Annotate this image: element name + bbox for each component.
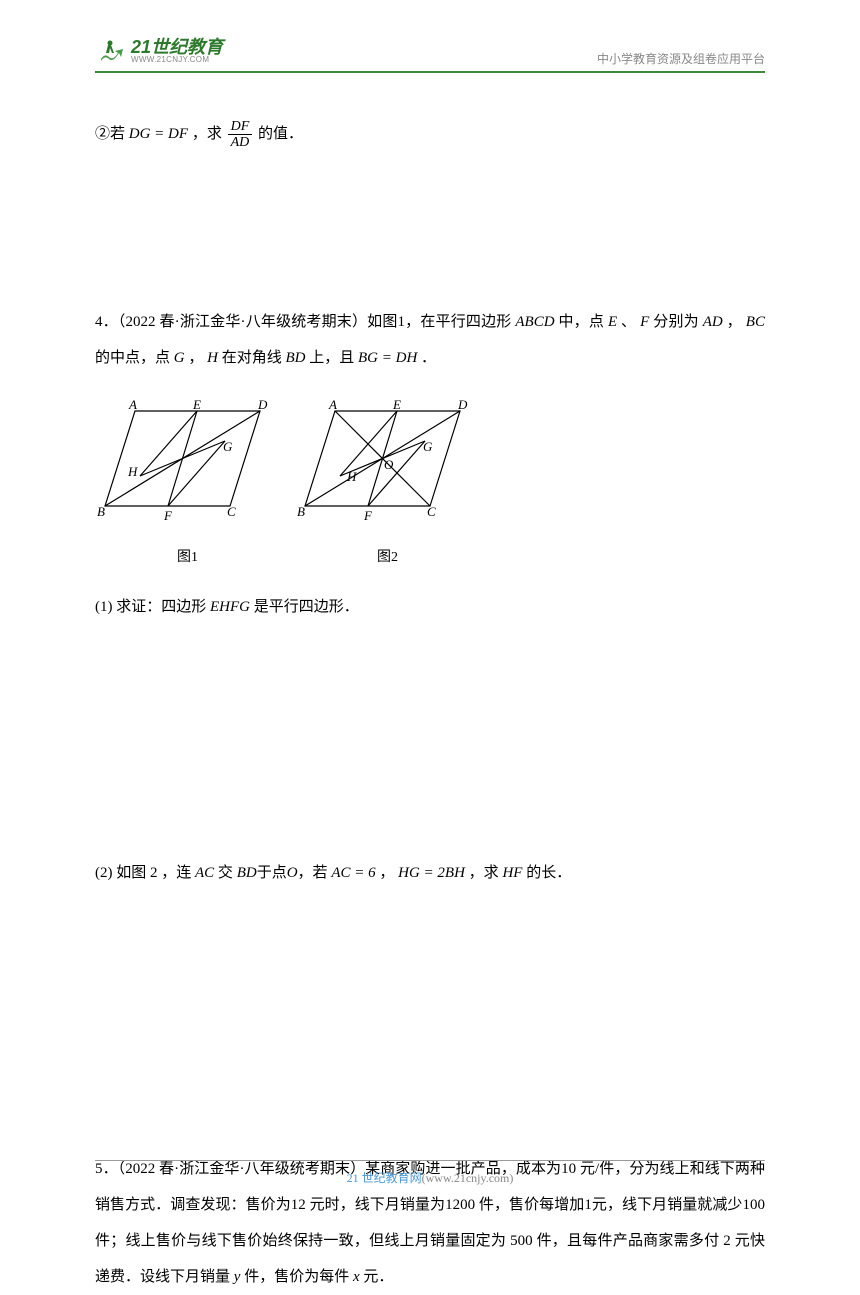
q4-p2-t2: 于点 [257,865,287,881]
q4-ad: AD [699,314,727,330]
frac-num: DF [228,119,253,135]
svg-text:F: F [363,508,373,523]
svg-text:E: E [392,397,401,412]
q4-b3: 、 [621,314,636,330]
q4-p2-o: O [287,865,298,881]
figure-2-svg: A E D B F C G H O [295,396,480,526]
logo-icon [95,35,127,67]
frac-den: AD [228,135,253,150]
q5-x: x [349,1269,363,1285]
footer-blue: 21 世纪教育网 [347,1171,422,1185]
q4-b6: 的中点，点 [95,350,170,366]
svg-text:D: D [257,397,268,412]
q2-suffix: 的值． [258,126,303,142]
figures-row: A E D B F C G H 图1 A E D [95,396,765,574]
q4-p2-ac: AC [191,865,218,881]
q4-p2-t1: 交 [218,865,233,881]
svg-text:D: D [457,397,468,412]
logo-area: 21世纪教育 WWW.21CNJY.COM [95,35,223,67]
q5-body3: 元． [363,1269,393,1285]
logo-text: 21世纪教育 WWW.21CNJY.COM [131,38,223,64]
svg-text:O: O [384,457,394,472]
question-4: 4．（2022 春·浙江金华·八年级统考期末）如图1，在平行四边形 ABCD 中… [95,304,765,376]
q5-body2: 件，售价为每件 [244,1269,349,1285]
fig1-caption: 图1 [95,543,280,574]
logo-main-text: 21世纪教育 [131,38,223,56]
header-right-text: 中小学教育资源及组卷应用平台 [597,50,765,67]
spacing [95,159,765,304]
page-header: 21世纪教育 WWW.21CNJY.COM 中小学教育资源及组卷应用平台 [95,35,765,73]
q4-b10: ． [421,350,436,366]
svg-text:C: C [427,504,436,519]
q4-p2-prefix: (2) 如图 2 ，连 [95,865,191,881]
q4-source: （2022 春·浙江金华·八年级统考期末） [118,314,367,330]
q4-p2-suffix: 的长． [526,865,571,881]
svg-text:G: G [223,439,233,454]
q4-b9: 上，且 [309,350,354,366]
svg-text:F: F [163,508,173,523]
svg-text:B: B [297,504,305,519]
q4-p1-suffix: 是平行四边形． [254,599,359,615]
question-2-line: ②若 DG = DF ，求 DF AD 的值． [95,118,765,151]
q4-b1: 如图1，在平行四边形 [367,314,511,330]
spacing [95,891,765,1151]
q2-mid: ，求 [192,126,222,142]
q4-p2-t5: ，求 [469,865,499,881]
q4-p2-hf: HF [499,865,527,881]
svg-text:C: C [227,504,236,519]
q4-g: G [170,350,188,366]
svg-text:H: H [127,464,138,479]
q4-b8: 在对角线 [222,350,282,366]
q4-p2-hg2bh: HG = 2BH [394,865,468,881]
svg-text:A: A [328,397,337,412]
page-footer: 21 世纪教育网(www.21cnjy.com) [95,1160,765,1186]
svg-text:A: A [128,397,137,412]
svg-text:B: B [97,504,105,519]
q4-p1-prefix: (1) 求证：四边形 [95,599,206,615]
figure-2-block: A E D B F C G H O 图2 [295,396,480,574]
svg-text:G: G [423,439,433,454]
figure-1-block: A E D B F C G H 图1 [95,396,280,574]
spacing [95,625,765,855]
q4-p2-ac6: AC = 6 [328,865,380,881]
q4-f: F [636,314,653,330]
q4-p2-t4: ， [379,865,394,881]
q4-b5: ， [727,314,742,330]
q2-prefix: ②若 [95,126,125,142]
q4-bgdh: BG = DH [354,350,421,366]
svg-text:E: E [192,397,201,412]
q4-b7: ， [188,350,203,366]
q4-b4: 分别为 [653,314,699,330]
figure-1-svg: A E D B F C G H [95,396,280,526]
q4-e: E [604,314,621,330]
q4-part2: (2) 如图 2 ，连 AC 交 BD于点O，若 AC = 6 ， HG = 2… [95,855,765,891]
q5-y: y [230,1269,244,1285]
q4-p2-bd: BD [233,865,257,881]
q4-bd: BD [282,350,310,366]
q2-eq: DG = DF [129,126,188,142]
q4-num: 4． [95,314,118,330]
q4-bc: BC [742,314,765,330]
q4-abcd: ABCD [511,314,558,330]
footer-gray: (www.21cnjy.com) [422,1171,514,1185]
q4-p1-ehfg: EHFG [206,599,254,615]
page-content: ②若 DG = DF ，求 DF AD 的值． 4．（2022 春·浙江金华·八… [95,118,765,1295]
q4-part1: (1) 求证：四边形 EHFG 是平行四边形． [95,589,765,625]
fig2-caption: 图2 [295,543,480,574]
svg-text:H: H [346,469,357,484]
logo-sub-text: WWW.21CNJY.COM [131,56,223,64]
q4-p2-t3: ，若 [298,865,328,881]
q4-b2: 中，点 [558,314,604,330]
q4-h: H [203,350,221,366]
q2-fraction: DF AD [228,119,253,151]
